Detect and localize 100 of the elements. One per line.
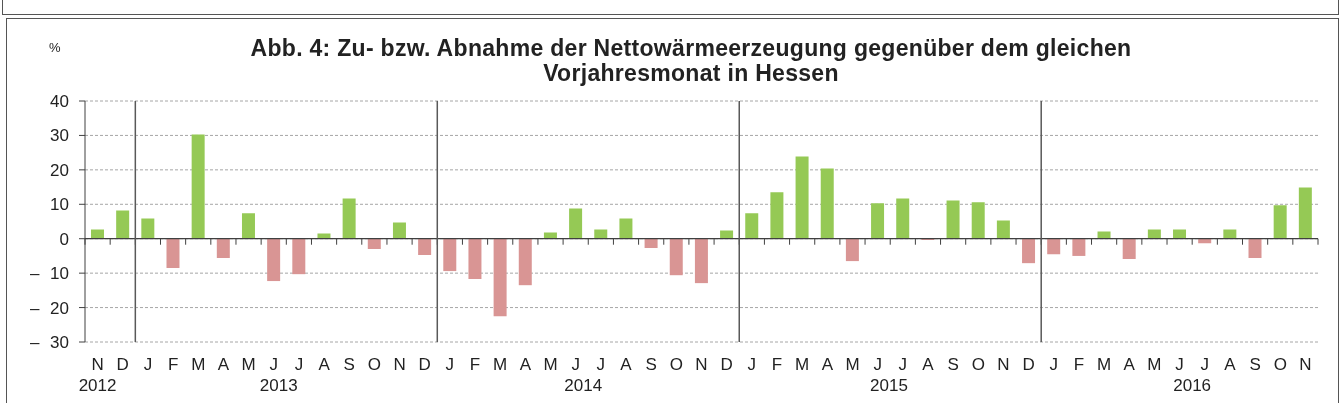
bar	[216, 238, 230, 258]
y-tick-label: 10	[50, 195, 69, 215]
x-tick-label: O	[669, 355, 683, 374]
x-tick-label: D	[1022, 355, 1035, 374]
bar	[443, 238, 457, 272]
bar	[644, 238, 658, 249]
x-tick-label: S	[1249, 355, 1261, 374]
y-tick-label: 30	[50, 126, 69, 146]
bar	[141, 218, 155, 239]
bar	[896, 198, 910, 239]
x-tick-label: M	[1147, 355, 1162, 374]
x-tick-label: D	[116, 355, 129, 374]
x-tick-label: A	[217, 355, 230, 374]
x-tick-label: A	[620, 355, 633, 374]
x-tick-label: J	[571, 355, 580, 374]
x-tick-label: M	[241, 355, 256, 374]
bar	[795, 156, 809, 239]
bar	[1047, 238, 1061, 255]
bar	[367, 238, 381, 250]
bar	[241, 213, 255, 239]
y-tick-label: – 20	[29, 298, 69, 318]
x-tick-label: J	[596, 355, 606, 374]
bar	[1147, 229, 1161, 239]
text: 2015	[870, 376, 908, 396]
x-tick-label: A	[519, 355, 532, 374]
bar	[342, 198, 356, 239]
x-tick-label: J	[1200, 355, 1210, 374]
x-tick-label: J	[1175, 355, 1184, 374]
bar	[191, 134, 205, 239]
bar	[845, 238, 859, 262]
bar	[770, 192, 784, 239]
bar	[468, 238, 482, 279]
x-tick-label: A	[1123, 355, 1136, 374]
x-tick-label: S	[645, 355, 657, 374]
bar	[594, 229, 608, 239]
bar	[1198, 238, 1212, 244]
bar	[1097, 231, 1111, 239]
x-tick-label: M	[191, 355, 206, 374]
bar	[518, 238, 532, 286]
y-axis-title: %	[49, 40, 61, 56]
x-tick-label: O	[1273, 355, 1287, 374]
bar	[569, 208, 583, 239]
x-tick-label: M	[493, 355, 508, 374]
bar	[166, 238, 180, 268]
bar	[418, 238, 432, 255]
bar	[1173, 229, 1187, 239]
x-tick-label: J	[1049, 355, 1059, 374]
x-tick-label: M	[1097, 355, 1112, 374]
text: 2013	[259, 376, 298, 396]
y-tick-label: – 30	[29, 333, 69, 353]
y-tick-label: – 10	[29, 264, 69, 284]
x-tick-label: S	[947, 355, 959, 374]
text: 2014	[564, 376, 603, 396]
x-tick-label: D	[418, 355, 431, 374]
chart-title: Abb. 4: Zu- bzw. Abnahme der Nettowärmeerzeugung gegenüber dem gleichen Vorjahresmonat in Hessen	[249, 35, 1133, 86]
text: 2016	[1173, 376, 1212, 396]
bar	[820, 168, 834, 239]
x-tick-label: S	[343, 355, 355, 374]
x-tick-label: M	[845, 355, 860, 374]
bar	[1248, 238, 1262, 258]
x-tick-label: A	[318, 355, 331, 374]
x-tick-label: O	[971, 355, 985, 374]
x-tick-label: N	[997, 355, 1010, 374]
x-tick-label: M	[543, 355, 558, 374]
x-tick-label: N	[1299, 355, 1312, 374]
bar	[267, 238, 281, 282]
x-tick-label: F	[771, 355, 783, 374]
y-tick-label: 40	[50, 92, 69, 112]
x-tick-label: F	[469, 355, 481, 374]
x-tick-label: M	[795, 355, 810, 374]
x-tick-label: A	[922, 355, 935, 374]
x-tick-label: N	[91, 355, 104, 374]
bar	[1072, 238, 1086, 256]
x-tick-label: A	[1224, 355, 1237, 374]
x-tick-label: F	[167, 355, 179, 374]
bar	[292, 238, 306, 275]
bar	[619, 218, 633, 239]
bar	[91, 229, 104, 239]
x-tick-label: F	[1073, 355, 1085, 374]
x-tick-label: J	[294, 355, 304, 374]
bar	[971, 202, 985, 239]
x-tick-label: D	[720, 355, 733, 374]
bar	[116, 210, 130, 239]
x-tick-label: J	[269, 355, 278, 374]
x-tick-label: N	[393, 355, 406, 374]
bar	[720, 230, 734, 239]
x-tick-label: J	[747, 355, 757, 374]
bar	[996, 220, 1010, 239]
bar	[946, 200, 960, 239]
x-tick-label: A	[821, 355, 834, 374]
y-tick-label: 20	[50, 160, 69, 180]
bar	[1273, 205, 1287, 239]
x-tick-label: J	[898, 355, 908, 374]
bar	[871, 203, 885, 239]
bar	[694, 238, 708, 284]
bar	[745, 213, 759, 239]
text: 2012	[78, 376, 117, 396]
bar	[1122, 238, 1136, 260]
x-tick-label: J	[873, 355, 882, 374]
x-tick-label: N	[695, 355, 708, 374]
